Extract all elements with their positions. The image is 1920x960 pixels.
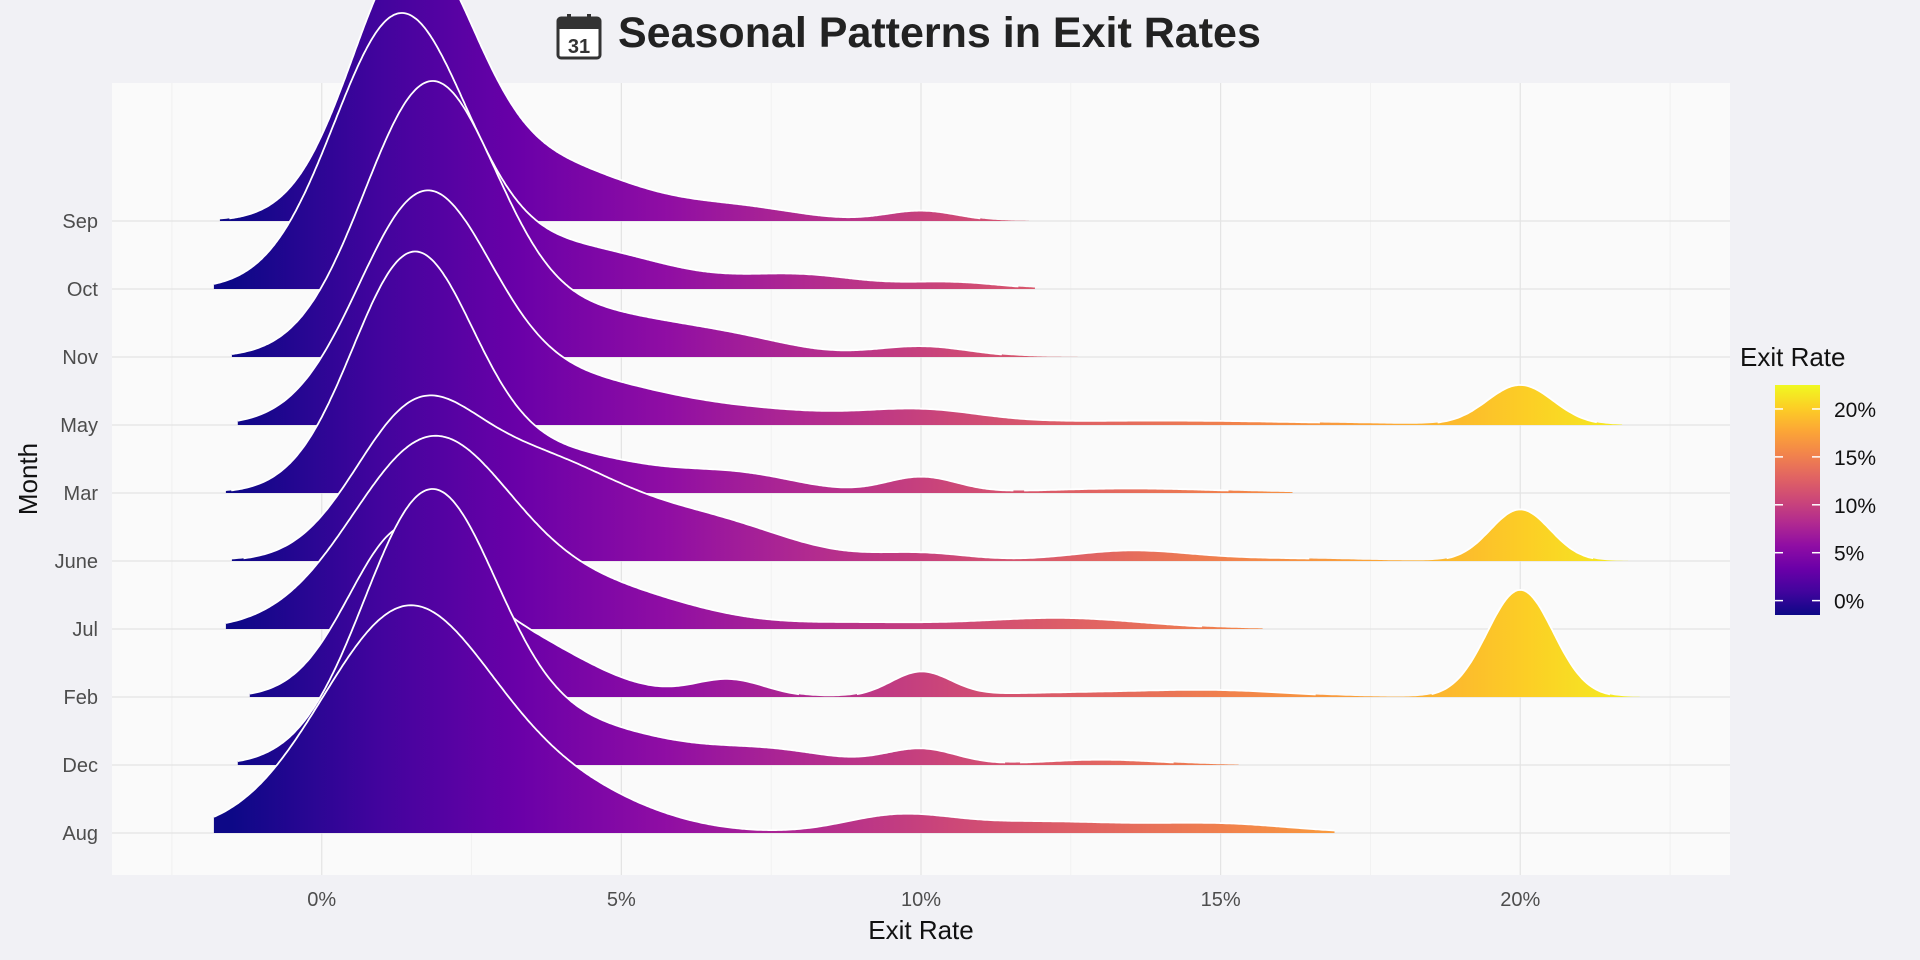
legend-tick-label: 10% bbox=[1834, 495, 1876, 518]
ridge-fill bbox=[213, 605, 1335, 833]
legend-title: Exit Rate bbox=[1740, 342, 1846, 372]
ridges bbox=[213, 0, 1641, 833]
y-tick-label: June bbox=[55, 551, 98, 573]
x-tick-label: 10% bbox=[901, 889, 941, 911]
ridge-outline bbox=[229, 0, 981, 220]
ridge-outline bbox=[237, 488, 1174, 764]
x-tick-label: 20% bbox=[1500, 889, 1540, 911]
y-tick-labels: Aug Dec Feb Jul June Mar May Nov Oct Sep bbox=[55, 211, 99, 845]
ridge-outline bbox=[213, 604, 1335, 832]
ridge-outline bbox=[231, 80, 1002, 356]
x-tick-label: 5% bbox=[607, 889, 636, 911]
y-axis-title: Month bbox=[13, 443, 43, 515]
x-tick-labels: 0% 5% 10% 15% 20% bbox=[307, 889, 1540, 911]
legend-colorbar bbox=[1775, 385, 1820, 615]
y-tick-label: Feb bbox=[64, 687, 98, 709]
legend: Exit Rate 0% 5% 10% 15% 20% bbox=[1740, 342, 1876, 615]
y-tick-label: May bbox=[60, 415, 98, 437]
legend-tick-label: 20% bbox=[1834, 399, 1876, 422]
chart-title-text: Seasonal Patterns in Exit Rates bbox=[618, 9, 1261, 57]
calendar-icon: 31 bbox=[556, 14, 602, 60]
legend-tick-label: 15% bbox=[1834, 447, 1876, 470]
x-tick-label: 0% bbox=[307, 889, 336, 911]
x-axis-title: Exit Rate bbox=[868, 915, 974, 945]
y-tick-label: Jul bbox=[72, 619, 98, 641]
ridge-june bbox=[231, 394, 1629, 561]
legend-ticks: 0% 5% 10% 15% 20% bbox=[1775, 399, 1876, 614]
y-tick-label: Oct bbox=[67, 279, 99, 301]
y-tick-label: Aug bbox=[62, 823, 98, 845]
ridge-outline bbox=[237, 189, 1597, 424]
ridge-fill bbox=[231, 395, 1629, 561]
ridge-outline bbox=[225, 434, 1203, 628]
ridge-outline bbox=[243, 394, 1594, 560]
y-tick-label: Mar bbox=[64, 483, 99, 505]
ridge-outline bbox=[249, 523, 1611, 696]
ridge-outline bbox=[213, 12, 1019, 288]
x-tick-label: 15% bbox=[1201, 889, 1241, 911]
y-tick-label: Dec bbox=[62, 755, 98, 777]
calendar-icon-day: 31 bbox=[568, 36, 590, 58]
ridge-outline bbox=[231, 250, 1229, 492]
y-tick-label: Nov bbox=[62, 347, 98, 369]
legend-tick-label: 0% bbox=[1834, 591, 1864, 614]
legend-tick-label: 5% bbox=[1834, 543, 1864, 566]
ridge-aug bbox=[213, 604, 1335, 833]
chart-title: 31 Seasonal Patterns in Exit Rates bbox=[556, 9, 1261, 60]
y-tick-label: Sep bbox=[62, 211, 98, 233]
